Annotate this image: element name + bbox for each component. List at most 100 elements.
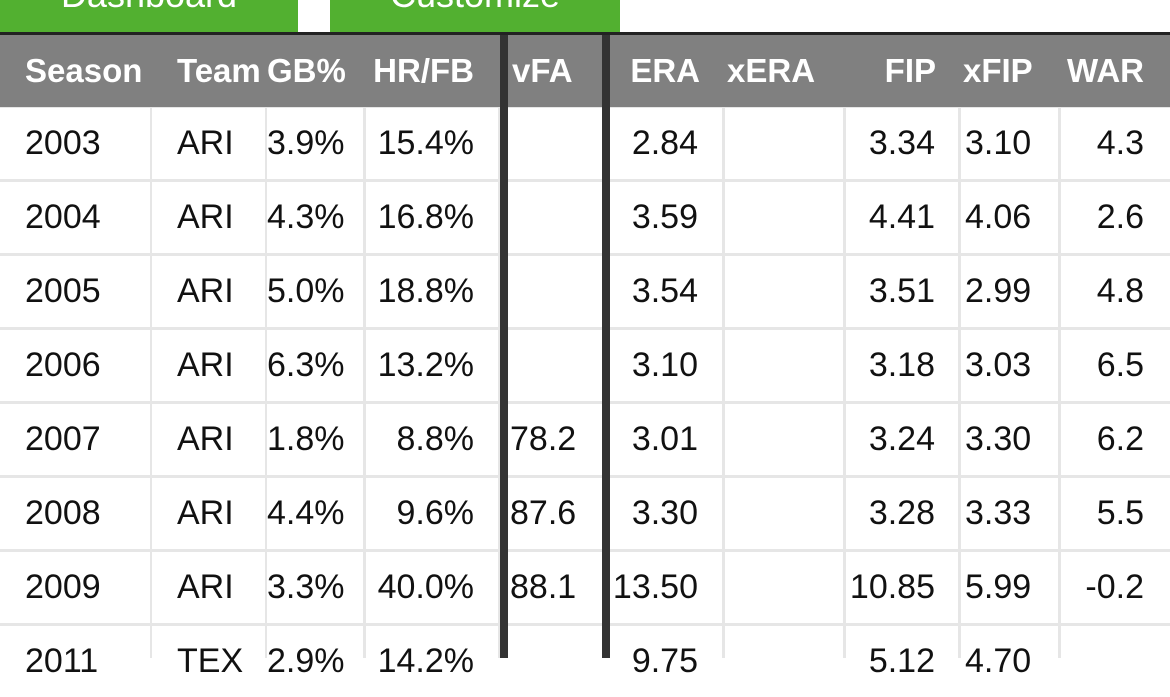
table-cell: 5.99 xyxy=(965,568,1032,606)
table-cell: 6.3% xyxy=(267,346,345,384)
cell-bg xyxy=(725,330,843,401)
cell-bg xyxy=(366,182,498,253)
table-cell: 15.4% xyxy=(377,124,474,162)
column-header: xFIP xyxy=(963,52,1033,89)
divider xyxy=(0,32,1170,35)
column-header: vFA xyxy=(512,52,573,89)
customize-button[interactable]: Customize xyxy=(330,0,620,32)
button-label[interactable]: Customize xyxy=(330,0,620,16)
table-cell: 4.06 xyxy=(965,198,1032,236)
table-cell: 2006 xyxy=(25,346,101,384)
table-cell: 16.8% xyxy=(377,198,474,236)
button-label[interactable]: Dashboard xyxy=(0,0,298,16)
cell-bg xyxy=(267,404,363,475)
table-cell: 3.33 xyxy=(965,494,1032,532)
cell-bg xyxy=(610,404,722,475)
table-cell xyxy=(725,404,843,475)
cell-bg xyxy=(0,478,150,549)
cell-bg xyxy=(152,552,265,623)
table-cell: 78.2 xyxy=(510,420,577,458)
table-cell: -0.2 xyxy=(1085,568,1144,606)
table-cell: 3.10 xyxy=(631,346,698,384)
header-row: Season Team GB% HR/FB vFA ERA xERA FIP xFIP WAR xyxy=(0,35,1170,107)
table-cell: 3.3% xyxy=(267,568,345,606)
table-cell: 2.84 xyxy=(631,124,698,162)
table-cell: 4.70 xyxy=(965,642,1032,680)
table-cell: 3.34 xyxy=(868,124,935,162)
cell-bg xyxy=(366,404,498,475)
cell-bg xyxy=(725,256,843,327)
table-cell xyxy=(725,182,843,253)
column-header: GB% xyxy=(267,52,346,89)
dashboard-button[interactable]: Dashboard xyxy=(0,0,298,32)
cell-bg xyxy=(152,404,265,475)
cell-bg xyxy=(0,330,150,401)
column-header: Season xyxy=(25,52,143,89)
table-cell: 40.0% xyxy=(377,568,474,606)
cell-bg xyxy=(961,404,1058,475)
cell-bg xyxy=(508,108,602,179)
column-header: Team xyxy=(177,52,261,89)
table-cell: TEX xyxy=(177,642,244,680)
table-cell: 2009 xyxy=(25,568,101,606)
table-cell: ARI xyxy=(177,568,234,606)
table-cell: 4.41 xyxy=(868,198,935,236)
cell-bg xyxy=(267,552,363,623)
cell-bg xyxy=(610,256,722,327)
table-cell xyxy=(1061,626,1170,697)
table-cell: 13.50 xyxy=(612,568,698,606)
table-cell: 9.6% xyxy=(396,494,475,532)
table-cell: 2007 xyxy=(25,420,101,458)
cell-bg xyxy=(0,552,150,623)
table-cell: 4.3% xyxy=(267,198,345,236)
cell-bg xyxy=(508,552,602,623)
cell-bg xyxy=(267,182,363,253)
cell-bg xyxy=(1061,552,1170,623)
table-cell: 3.28 xyxy=(868,494,935,532)
table-cell: 4.8 xyxy=(1096,272,1144,310)
cell-bg xyxy=(267,478,363,549)
cell-bg xyxy=(267,108,363,179)
cell-bg xyxy=(846,330,958,401)
cell-bg xyxy=(610,552,722,623)
table-cell: 2004 xyxy=(25,198,101,236)
cell-bg xyxy=(366,330,498,401)
table-cell: 3.30 xyxy=(965,420,1032,458)
table-cell: 2.6 xyxy=(1096,198,1144,236)
table-cell: 2.99 xyxy=(965,272,1032,310)
table-cell: 3.10 xyxy=(965,124,1032,162)
table-cell: 3.30 xyxy=(631,494,698,532)
table-cell: ARI xyxy=(177,346,234,384)
cell-bg xyxy=(846,478,958,549)
cell-bg xyxy=(961,552,1058,623)
cell-bg xyxy=(152,330,265,401)
table-cell: 14.2% xyxy=(377,642,474,680)
table-cell: 18.8% xyxy=(377,272,474,310)
cell-bg xyxy=(961,108,1058,179)
column-divider xyxy=(602,35,610,658)
table-cell: 87.6 xyxy=(510,494,577,532)
table-cell: ARI xyxy=(177,198,234,236)
table-cell: 13.2% xyxy=(377,346,474,384)
column-header: ERA xyxy=(630,52,700,89)
cell-bg xyxy=(725,552,843,623)
cell-bg xyxy=(267,330,363,401)
cell-bg xyxy=(725,108,843,179)
cell-bg xyxy=(1061,182,1170,253)
cell-bg xyxy=(610,330,722,401)
cell-bg xyxy=(846,256,958,327)
table-cell xyxy=(725,552,843,623)
table-cell xyxy=(725,330,843,401)
column-divider xyxy=(500,35,508,658)
cell-bg xyxy=(508,256,602,327)
table-cell: 9.75 xyxy=(631,642,698,680)
column-header: xERA xyxy=(727,52,816,89)
table-cell xyxy=(725,108,843,179)
table-cell: 4.3 xyxy=(1096,124,1144,162)
cell-bg xyxy=(152,256,265,327)
table-cell: 2008 xyxy=(25,494,101,532)
cell-bg xyxy=(961,330,1058,401)
cell-bg xyxy=(1061,256,1170,327)
table-cell: 5.5 xyxy=(1096,494,1144,532)
table-cell: 2011 xyxy=(25,642,99,680)
